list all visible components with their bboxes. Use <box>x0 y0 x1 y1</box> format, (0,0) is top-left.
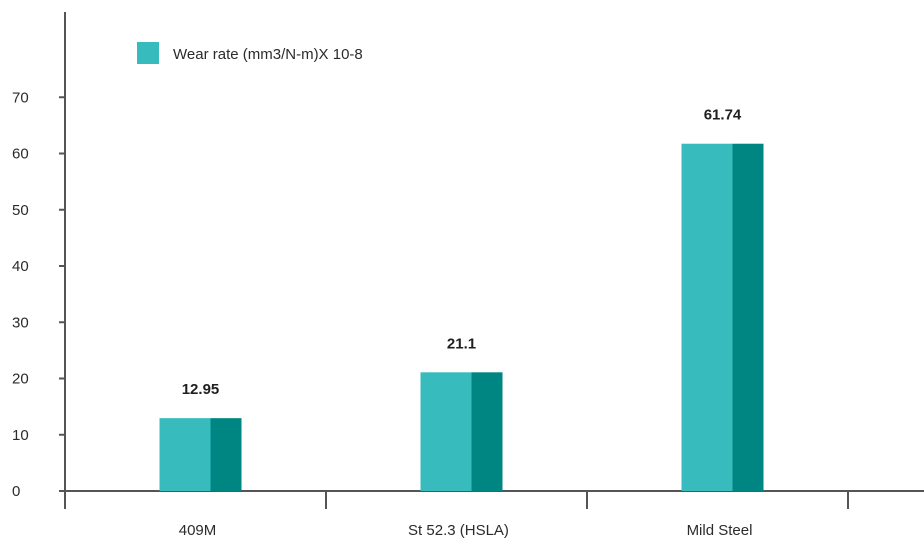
x-tick-label: St 52.3 (HSLA) <box>408 522 509 539</box>
data-label: 12.95 <box>182 381 220 398</box>
x-tick-label: Mild Steel <box>687 522 753 539</box>
legend-label: Wear rate (mm3/N-m)X 10-8 <box>173 46 363 63</box>
y-tick-label: 10 <box>12 427 29 444</box>
bar-shade <box>732 143 764 491</box>
legend-swatch <box>137 42 159 64</box>
y-tick-label: 30 <box>12 314 29 331</box>
data-label: 21.1 <box>447 335 476 352</box>
labels: 12.95 409M 21.1 St 52.3 (HSLA) 61.74 Mild Ste… <box>179 107 753 539</box>
x-tick-label: 409M <box>179 522 217 539</box>
bar <box>159 418 211 491</box>
data-label: 61.74 <box>704 107 742 124</box>
y-tick-label: 20 <box>12 371 29 388</box>
bar-shade <box>471 372 503 491</box>
y-tick-label: 50 <box>12 202 29 219</box>
y-tick-label: 60 <box>12 146 29 163</box>
bar <box>420 372 472 491</box>
y-tick-label: 70 <box>12 89 29 106</box>
bar-shade <box>210 418 242 491</box>
y-tick-label: 40 <box>12 258 29 275</box>
bar <box>681 143 733 491</box>
bars <box>159 143 764 491</box>
legend: Wear rate (mm3/N-m)X 10-8 <box>137 42 363 64</box>
y-tick-label: 0 <box>12 483 20 500</box>
